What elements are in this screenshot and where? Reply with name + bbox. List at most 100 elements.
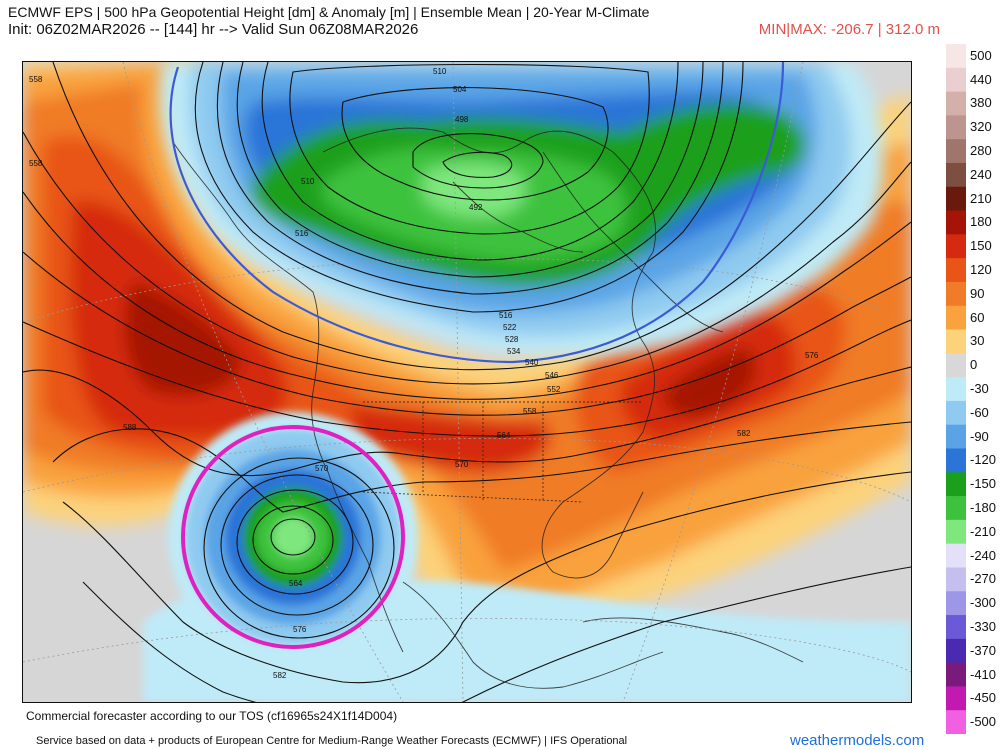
colorbar-swatch (946, 329, 966, 354)
contour-label: 492 (469, 203, 483, 212)
contour-label: 516 (499, 311, 513, 320)
colorbar-swatch (946, 186, 966, 212)
colorbar-label: -210 (970, 523, 997, 539)
negative-anomaly-trough (160, 62, 884, 357)
cutoff-low-anomaly (143, 412, 911, 702)
colorbar-swatch (946, 377, 966, 402)
colorbar-label: -370 (970, 642, 997, 658)
contour-label: 570 (315, 464, 329, 473)
colorbar-swatch (946, 424, 966, 449)
colorbar-swatch (946, 162, 966, 188)
colorbar-label: 90 (970, 285, 985, 301)
colorbar-swatch (946, 472, 966, 497)
colorbar-label: -450 (970, 690, 997, 706)
colorbar-label: -330 (970, 618, 997, 634)
colorbar-swatch (946, 91, 966, 116)
contour-label: 552 (547, 385, 561, 394)
colorbar-label: 440 (970, 71, 992, 87)
colorbar-label: -120 (970, 452, 997, 468)
colorbar-label: 240 (970, 166, 992, 182)
colorbar-swatch (946, 139, 966, 164)
colorbar-label: -90 (970, 428, 989, 444)
colorbar-label: 0 (970, 357, 978, 373)
map-title: ECMWF EPS | 500 hPa Geopotential Height … (8, 4, 650, 20)
colorbar-swatch (946, 67, 966, 93)
graticule (23, 62, 911, 702)
height-contours (23, 62, 911, 702)
colorbar-label: -60 (970, 404, 989, 420)
brand-link[interactable]: weathermodels.com (790, 732, 925, 749)
init-valid-time: Init: 06Z02MAR2026 -- [144] hr --> Valid… (8, 21, 419, 38)
contour-label: 546 (545, 371, 559, 380)
colorbar-label: 30 (970, 333, 985, 349)
service-notice: Service based on data + products of Euro… (36, 735, 628, 747)
contour-label: 558 (29, 159, 43, 168)
contour-label: 498 (455, 115, 469, 124)
contour-label: 576 (805, 351, 819, 360)
colorbar-label: 500 (970, 47, 992, 63)
colorbar-label: 180 (970, 214, 992, 230)
contour-label: 522 (503, 323, 517, 332)
colorbar-swatch (946, 281, 966, 307)
contour-label: 576 (293, 625, 307, 634)
colorbar-swatch (946, 496, 966, 521)
colorbar-label: 320 (970, 119, 992, 135)
contour-label: 528 (505, 335, 519, 344)
contour-label: 510 (433, 67, 447, 76)
colorbar-label: -270 (970, 571, 997, 587)
colorbar-label: 150 (970, 238, 992, 254)
colorbar-label: -240 (970, 547, 997, 563)
coastlines (172, 127, 804, 689)
colorbar-swatch (946, 400, 966, 426)
colorbar-swatch (946, 44, 966, 69)
min-max-readout: MIN|MAX: -206.7 | 312.0 m (758, 21, 940, 38)
colorbar-swatch (946, 258, 966, 283)
colorbar-swatch (946, 353, 966, 378)
cutoff-low-contours (203, 457, 395, 639)
contour-label: 588 (123, 423, 137, 432)
tos-notice: Commercial forecaster according to our T… (26, 709, 398, 723)
contour-label: 510 (301, 177, 315, 186)
colorbar-label: -410 (970, 666, 997, 682)
contour-label: 504 (453, 85, 467, 94)
colorbar-swatch (946, 638, 966, 664)
colorbar-label: -180 (970, 499, 997, 515)
colorbar-label: -30 (970, 381, 989, 396)
reference-contour (169, 62, 785, 364)
colorbar-swatch (946, 567, 966, 592)
anomaly-map: 558 558 510 504 498 510 516 492 516 522 … (23, 62, 911, 702)
anomaly-colorbar (946, 44, 966, 734)
colorbar-swatch (946, 543, 966, 568)
colorbar-swatch (946, 615, 966, 640)
colorbar-swatch (946, 686, 966, 711)
colorbar-label: 280 (970, 143, 992, 159)
colorbar-swatch (946, 591, 966, 616)
map-panel: 558 558 510 504 498 510 516 492 516 522 … (22, 61, 912, 703)
contour-label: 516 (295, 229, 309, 238)
highlight-circle (181, 425, 405, 649)
colorbar-label: 60 (970, 309, 985, 325)
colorbar-label: 380 (970, 95, 992, 111)
contour-label: 582 (737, 429, 751, 438)
colorbar-swatch (946, 710, 966, 734)
colorbar-swatch (946, 210, 966, 235)
contour-label: 558 (29, 75, 43, 84)
contour-label: 564 (289, 579, 303, 588)
colorbar-swatch (946, 662, 966, 687)
contour-label: 534 (507, 347, 521, 356)
colorbar-swatch (946, 519, 966, 545)
colorbar-swatch (946, 115, 966, 140)
contour-label: 540 (525, 358, 539, 367)
contour-label: 570 (455, 460, 469, 469)
colorbar-swatch (946, 305, 966, 331)
contour-label: 558 (523, 407, 537, 416)
colorbar-label: 120 (970, 262, 992, 278)
colorbar-swatch (946, 448, 966, 473)
contour-labels: 558 558 510 504 498 510 516 492 516 522 … (29, 67, 819, 680)
colorbar-label: 210 (970, 190, 992, 206)
colorbar-swatch (946, 234, 966, 259)
colorbar-label: -500 (970, 714, 997, 730)
contour-label: 582 (273, 671, 287, 680)
colorbar-label: -300 (970, 595, 997, 611)
contour-label: 564 (497, 431, 511, 440)
